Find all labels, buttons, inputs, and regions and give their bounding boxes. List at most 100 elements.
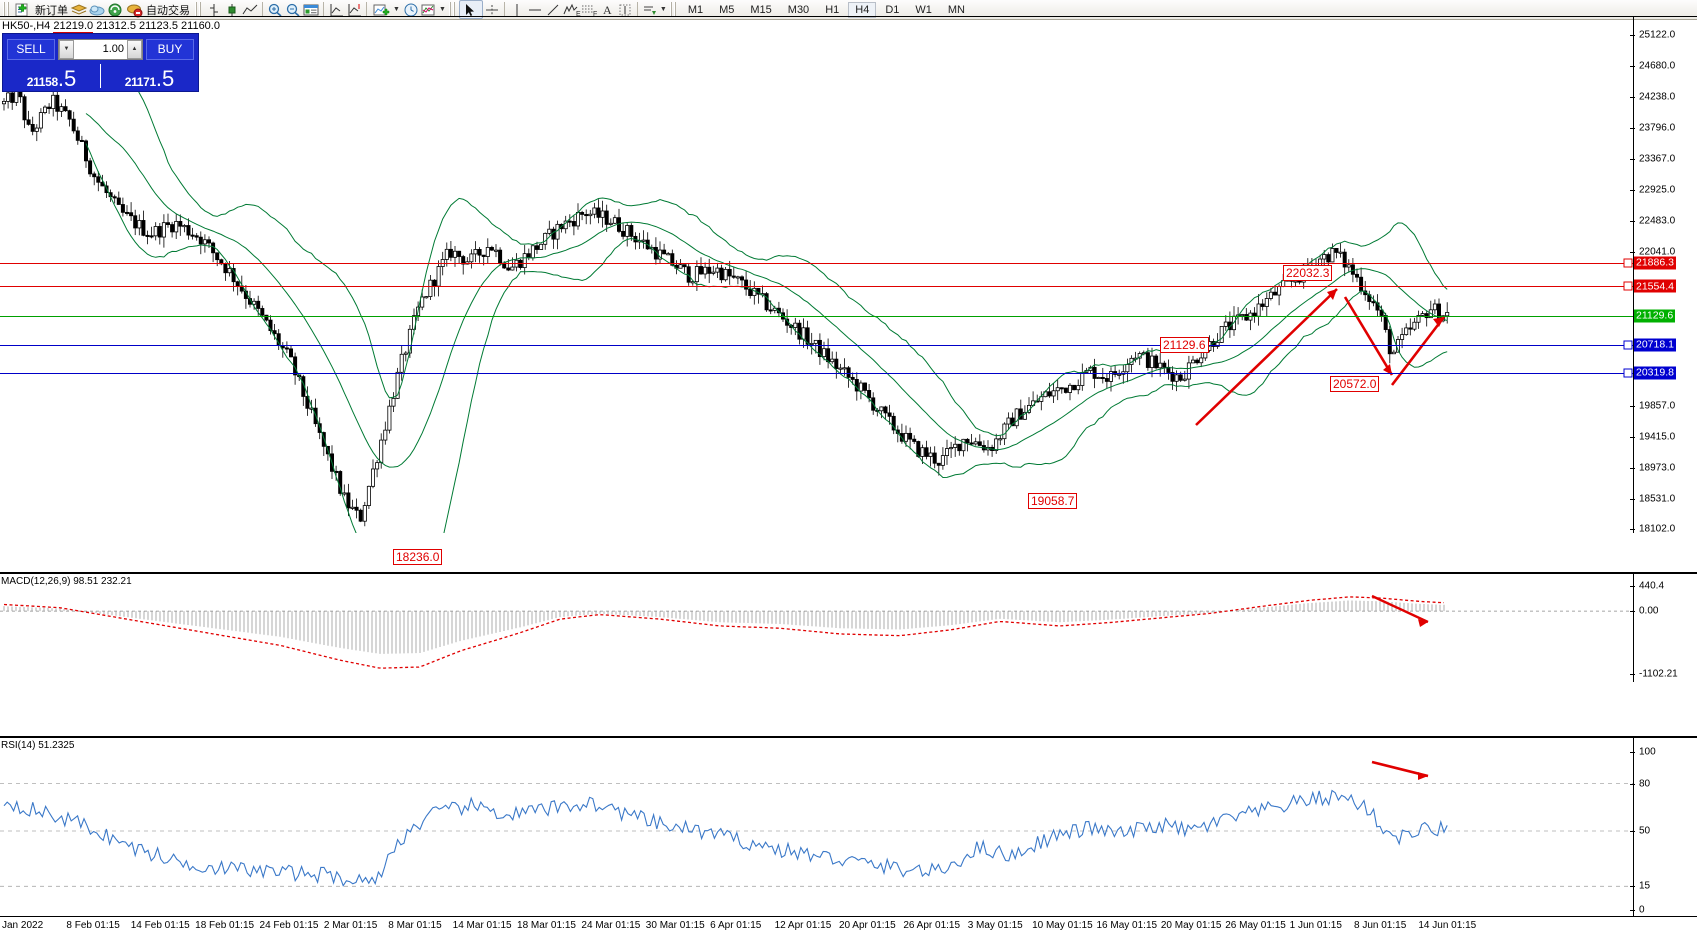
timeframe-m5[interactable]: M5 xyxy=(719,3,735,16)
price-chart-pane[interactable]: 25122.0 24680.0 24238.0 23796.0 23367.0 22925… xyxy=(0,16,1697,565)
timeframe-mn[interactable]: MN xyxy=(947,3,965,16)
auto-scroll-icon[interactable] xyxy=(327,2,345,18)
chart-annotation-label[interactable]: 18236.0 xyxy=(393,549,443,565)
rsi-tick xyxy=(1630,910,1635,911)
rsi-axis-line xyxy=(1633,738,1634,918)
macd-plot-area[interactable] xyxy=(0,574,1633,682)
timeframe-d1[interactable]: D1 xyxy=(885,3,900,16)
toolbar-separator-5 xyxy=(636,2,638,17)
autotrading-button[interactable]: 自动交易 xyxy=(124,1,192,18)
cloud-icon[interactable] xyxy=(88,2,106,18)
vertical-line-icon[interactable] xyxy=(508,2,526,18)
chart-annotation-label[interactable]: 19058.7 xyxy=(1028,493,1078,509)
rsi-tick-label: 100 xyxy=(1639,746,1656,758)
sell-price-decimal: .5 xyxy=(57,66,77,91)
periods-icon[interactable] xyxy=(402,2,420,18)
date-axis-label: 8 Mar 01:15 xyxy=(388,920,442,931)
zoom-in-icon[interactable] xyxy=(266,2,284,18)
price-level-handle[interactable] xyxy=(1623,258,1633,268)
rsi-tick xyxy=(1630,831,1635,832)
data-window-icon[interactable] xyxy=(302,2,320,18)
price-level-line[interactable] xyxy=(0,286,1633,288)
chart-annotation-label[interactable]: 22032.3 xyxy=(1283,265,1333,281)
zoom-out-icon[interactable] xyxy=(284,2,302,18)
ohlc-open: 21219.0 xyxy=(53,20,94,34)
price-level-label[interactable]: 20319.8 xyxy=(1634,366,1676,380)
objects-list-icon[interactable] xyxy=(641,2,659,18)
date-axis-label: 14 Jun 01:15 xyxy=(1418,920,1477,931)
volume-decrement-button[interactable]: ▼ xyxy=(59,39,74,59)
signal-icon[interactable] xyxy=(106,2,124,18)
volume-value[interactable]: 1.00 xyxy=(102,43,124,55)
price-level-label[interactable]: 21554.4 xyxy=(1634,279,1676,293)
timeframe-h4[interactable]: H4 xyxy=(848,1,877,18)
timeframe-w1[interactable]: W1 xyxy=(915,3,932,16)
date-axis-label: 26 Apr 01:15 xyxy=(903,920,961,931)
price-level-line[interactable] xyxy=(0,344,1633,346)
price-level-line[interactable] xyxy=(0,262,1633,264)
indicators-button[interactable]: ▼ xyxy=(370,1,402,18)
chevron-down-icon[interactable]: ▼ xyxy=(393,6,400,13)
toolbar-grip-3[interactable] xyxy=(448,2,456,17)
chart-shift-icon[interactable] xyxy=(345,2,363,18)
templates-icon[interactable] xyxy=(420,2,438,18)
rsi-tick xyxy=(1630,783,1635,785)
price-tick xyxy=(1630,128,1635,130)
price-level-handle[interactable] xyxy=(1623,368,1633,378)
chart-annotation-label[interactable]: 20572.0 xyxy=(1330,376,1380,392)
macd-tick xyxy=(1630,674,1635,675)
price-level-label[interactable]: 20718.1 xyxy=(1634,338,1676,352)
new-order-button[interactable]: 新订单 xyxy=(13,1,70,18)
price-level-label[interactable]: 21129.6 xyxy=(1634,309,1676,323)
one-click-trading-panel[interactable]: SELL ▼ 1.00 ▲ BUY 21158 .5 21171 .5 xyxy=(2,33,199,92)
buy-price: 21171 .5 xyxy=(101,61,198,91)
toolbar-grip-4[interactable] xyxy=(669,2,677,17)
price-tick xyxy=(1630,436,1635,438)
macd-pane[interactable]: MACD(12,26,9) 98.51 232.21 440.4 0.00 -110… xyxy=(0,572,1697,682)
text-label-icon[interactable] xyxy=(616,2,634,18)
timeframe-m30[interactable]: M30 xyxy=(787,3,810,16)
price-level-line[interactable] xyxy=(0,372,1633,374)
price-level-line[interactable] xyxy=(0,315,1633,317)
fibonacci-icon[interactable]: F xyxy=(580,2,598,18)
text-icon[interactable]: A xyxy=(598,2,616,18)
symbol-ohlc-line: HK50-,H4 21219.0 21312.5 21123.5 21160.0 xyxy=(0,20,220,34)
rsi-tick xyxy=(1630,752,1635,753)
timeframe-m15[interactable]: M15 xyxy=(750,3,772,16)
date-axis-label: 12 Apr 01:15 xyxy=(774,920,832,931)
history-icon[interactable] xyxy=(70,2,88,18)
chart-annotation-label[interactable]: 21129.6 xyxy=(1160,337,1209,353)
elliott-wave-icon[interactable]: E xyxy=(562,2,581,18)
toolbar-grip[interactable] xyxy=(3,2,10,17)
timeframe-h1[interactable]: H1 xyxy=(825,3,840,16)
objects-chevron-icon[interactable]: ▼ xyxy=(659,6,667,13)
cursor-icon xyxy=(462,2,480,18)
macd-tick-label: -1102.21 xyxy=(1639,668,1678,680)
bar-chart-icon[interactable] xyxy=(205,2,223,18)
price-tick xyxy=(1630,220,1635,222)
main-toolbar: 新订单 xyxy=(0,0,1697,20)
crosshair-icon[interactable] xyxy=(483,2,501,18)
price-tick-label: 22925.0 xyxy=(1639,184,1676,196)
horizontal-line-icon[interactable] xyxy=(526,2,544,18)
rsi-plot-area[interactable] xyxy=(0,738,1633,918)
toolbar-grip-2[interactable] xyxy=(195,2,202,17)
timeframe-m1[interactable]: M1 xyxy=(687,3,704,16)
rsi-pane[interactable]: RSI(14) 51.2325 100 80 50 15 0 xyxy=(0,736,1697,918)
sell-price: 21158 .5 xyxy=(3,61,100,91)
buy-button[interactable]: BUY xyxy=(146,38,194,60)
trendline-icon[interactable] xyxy=(544,2,562,18)
price-plot-area[interactable] xyxy=(0,17,1633,533)
templates-chevron-icon[interactable]: ▼ xyxy=(438,6,446,13)
date-axis-label: 2 Mar 01:15 xyxy=(323,920,378,931)
candlestick-icon[interactable] xyxy=(223,2,241,18)
price-level-handle[interactable] xyxy=(1623,281,1633,291)
line-chart-icon[interactable] xyxy=(241,2,259,18)
cursor-button[interactable] xyxy=(458,0,483,19)
date-axis-label: 8 Feb 01:15 xyxy=(66,920,120,931)
volume-increment-button[interactable]: ▲ xyxy=(127,39,142,59)
price-level-handle[interactable] xyxy=(1623,340,1633,350)
volume-field[interactable]: ▼ 1.00 ▲ xyxy=(58,38,143,60)
sell-button[interactable]: SELL xyxy=(7,38,55,60)
price-level-label[interactable]: 21886.3 xyxy=(1634,256,1676,270)
